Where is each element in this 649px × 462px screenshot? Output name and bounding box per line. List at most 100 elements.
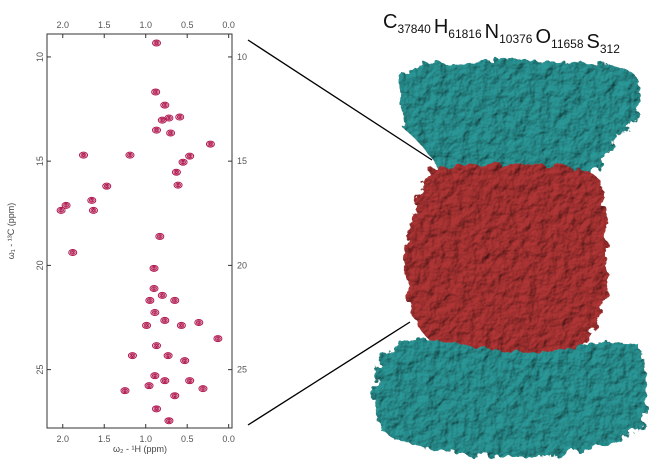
contour bbox=[171, 393, 178, 398]
y-tick-label: 10 bbox=[237, 52, 247, 62]
peak bbox=[88, 206, 98, 214]
peak bbox=[178, 158, 188, 166]
contour bbox=[160, 316, 170, 324]
contour bbox=[201, 387, 205, 390]
contour bbox=[61, 201, 71, 209]
contour bbox=[160, 101, 170, 109]
peak bbox=[151, 88, 161, 96]
contour bbox=[152, 39, 162, 47]
contour bbox=[88, 198, 95, 203]
contour bbox=[159, 117, 166, 123]
contour bbox=[163, 319, 167, 322]
contour bbox=[148, 299, 152, 302]
peak bbox=[149, 264, 159, 272]
x-tick-label: 0.5 bbox=[181, 20, 194, 30]
contour bbox=[179, 324, 183, 327]
connector bbox=[247, 39, 433, 161]
contour bbox=[90, 199, 94, 202]
peak bbox=[120, 387, 130, 395]
peak bbox=[170, 296, 180, 304]
x-tick-label: 0.0 bbox=[222, 434, 235, 444]
contour bbox=[205, 140, 215, 148]
element: H bbox=[434, 16, 448, 38]
x-tick-label: 2.0 bbox=[57, 434, 70, 444]
contour bbox=[161, 378, 168, 383]
formula: C37840 H61816 N10376 O11658 S312 bbox=[383, 11, 620, 56]
contour bbox=[128, 153, 132, 157]
contour bbox=[188, 154, 192, 158]
contour bbox=[82, 153, 86, 157]
contour bbox=[163, 352, 173, 360]
peak bbox=[68, 248, 78, 256]
peak bbox=[166, 129, 176, 137]
contour bbox=[185, 377, 195, 385]
count: 312 bbox=[600, 42, 620, 56]
contour bbox=[161, 318, 168, 323]
contour bbox=[164, 417, 174, 425]
contour bbox=[208, 142, 212, 146]
contour bbox=[147, 384, 151, 387]
contour bbox=[149, 264, 159, 272]
contour bbox=[161, 102, 168, 108]
contour bbox=[163, 379, 167, 382]
contour bbox=[105, 184, 109, 188]
connector bbox=[247, 321, 411, 426]
contour bbox=[164, 114, 174, 122]
peak bbox=[213, 335, 223, 343]
peak bbox=[205, 140, 215, 148]
contour bbox=[149, 285, 159, 293]
element: S bbox=[587, 31, 600, 53]
contour bbox=[68, 248, 78, 256]
contour bbox=[129, 353, 136, 358]
peak bbox=[155, 232, 165, 240]
contour bbox=[152, 342, 162, 350]
contour bbox=[146, 383, 152, 388]
contour bbox=[213, 335, 223, 343]
contour bbox=[151, 266, 157, 271]
y-axis-label: ω₁ - ¹³C (ppm) bbox=[6, 203, 16, 260]
contour bbox=[122, 388, 128, 393]
contour bbox=[176, 114, 183, 120]
plot-frame bbox=[46, 33, 233, 429]
peak bbox=[171, 168, 181, 176]
contour bbox=[87, 196, 97, 204]
x-tick-label: 1.0 bbox=[139, 434, 152, 444]
y-tick-label: 25 bbox=[35, 365, 45, 375]
peak bbox=[127, 352, 137, 360]
contour bbox=[171, 168, 181, 176]
peak bbox=[164, 114, 174, 122]
contour bbox=[90, 208, 97, 213]
contour bbox=[170, 392, 180, 400]
peak bbox=[185, 152, 195, 160]
contour bbox=[176, 321, 186, 329]
contour bbox=[169, 131, 173, 135]
contour bbox=[180, 357, 190, 365]
contour bbox=[130, 354, 134, 357]
contour bbox=[155, 41, 159, 45]
peak bbox=[144, 382, 154, 390]
peak bbox=[194, 319, 204, 327]
contour bbox=[150, 309, 160, 317]
peak bbox=[180, 357, 190, 365]
contour bbox=[102, 182, 112, 190]
peak bbox=[87, 196, 97, 204]
contour bbox=[173, 169, 180, 175]
contour bbox=[127, 152, 133, 158]
element: O bbox=[535, 26, 551, 48]
contour bbox=[144, 382, 154, 390]
contour bbox=[59, 209, 63, 212]
peak bbox=[152, 39, 162, 47]
contour bbox=[80, 152, 87, 158]
contour bbox=[214, 336, 221, 341]
contour bbox=[152, 405, 162, 413]
contour bbox=[152, 89, 159, 95]
contour bbox=[123, 389, 127, 392]
contour bbox=[185, 152, 195, 160]
contour bbox=[156, 234, 163, 239]
contour bbox=[152, 126, 162, 134]
contour bbox=[143, 323, 150, 328]
contour bbox=[91, 209, 95, 212]
element: N bbox=[485, 21, 499, 43]
contour bbox=[165, 353, 172, 358]
contour bbox=[178, 323, 185, 328]
